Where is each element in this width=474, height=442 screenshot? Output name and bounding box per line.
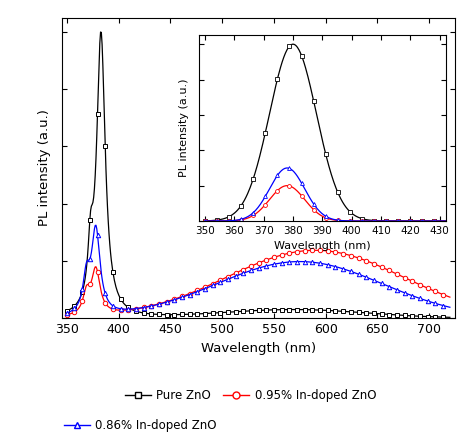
0.86% In-doped ZnO: [64, 310, 70, 316]
X-axis label: Wavelength (nm): Wavelength (nm): [201, 342, 316, 354]
0.95% In-doped ZnO: [248, 263, 254, 269]
Pure ZnO: [98, 29, 103, 34]
Pure ZnO: [293, 307, 299, 312]
Y-axis label: PL intensity (a.u.): PL intensity (a.u.): [38, 110, 51, 226]
0.86% In-doped ZnO: [447, 305, 453, 310]
Legend: 0.86% In-doped ZnO: 0.86% In-doped ZnO: [59, 414, 222, 437]
X-axis label: Wavelength (nm): Wavelength (nm): [274, 241, 371, 251]
0.86% In-doped ZnO: [438, 302, 444, 308]
0.95% In-doped ZnO: [379, 264, 384, 270]
0.95% In-doped ZnO: [447, 294, 453, 300]
Pure ZnO: [64, 309, 70, 314]
0.86% In-doped ZnO: [93, 223, 99, 228]
0.86% In-doped ZnO: [379, 281, 384, 286]
0.86% In-doped ZnO: [249, 267, 255, 273]
Pure ZnO: [447, 315, 453, 320]
Pure ZnO: [249, 308, 255, 313]
0.95% In-doped ZnO: [246, 264, 252, 270]
Line: Pure ZnO: Pure ZnO: [64, 30, 452, 320]
0.86% In-doped ZnO: [272, 261, 278, 267]
0.86% In-doped ZnO: [246, 268, 252, 274]
Y-axis label: PL intensity (a.u.): PL intensity (a.u.): [179, 79, 189, 177]
Line: 0.86% In-doped ZnO: 0.86% In-doped ZnO: [64, 223, 452, 315]
0.95% In-doped ZnO: [271, 255, 277, 260]
Line: 0.95% In-doped ZnO: 0.95% In-doped ZnO: [64, 248, 452, 317]
0.95% In-doped ZnO: [313, 248, 319, 253]
0.95% In-doped ZnO: [64, 312, 70, 317]
Pure ZnO: [438, 314, 444, 320]
0.95% In-doped ZnO: [292, 249, 298, 255]
Pure ZnO: [379, 311, 384, 316]
0.95% In-doped ZnO: [438, 291, 444, 297]
0.86% In-doped ZnO: [293, 259, 299, 264]
Pure ZnO: [272, 307, 278, 312]
Pure ZnO: [246, 308, 252, 313]
